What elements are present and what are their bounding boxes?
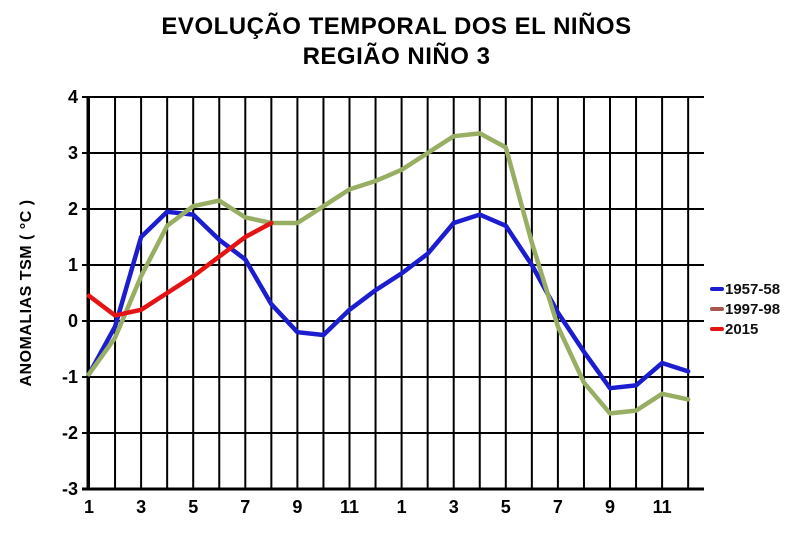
y-tick-label: -1	[62, 367, 78, 387]
chart-title-line2: REGIÃO NIÑO 3	[302, 43, 491, 70]
legend-label-2015: 2015	[725, 320, 759, 338]
x-tick-label: 1	[84, 497, 94, 517]
chart-title: EVOLUÇÃO TEMPORAL DOS EL NIÑOS REGIÃO NI…	[0, 12, 793, 72]
y-tick-label: -3	[62, 479, 78, 499]
x-tick-label: 11	[340, 497, 359, 517]
x-tick-label: 11	[653, 497, 672, 517]
x-tick-label: 5	[188, 497, 198, 517]
x-tick-label: 7	[240, 497, 250, 517]
x-tick-label: 9	[605, 497, 615, 517]
series-line-1997-98	[86, 131, 691, 416]
y-tick-label: 1	[68, 255, 78, 275]
y-tick-label: -2	[62, 423, 78, 443]
legend: 1957-58 1997-98 2015	[710, 279, 780, 339]
legend-item-1957-58: 1957-58	[710, 279, 780, 299]
chart-title-line1: EVOLUÇÃO TEMPORAL DOS EL NIÑOS	[161, 13, 632, 40]
x-tick-label: 5	[501, 497, 511, 517]
legend-label-1997-98: 1997-98	[725, 300, 781, 318]
y-tick-label: 3	[68, 143, 78, 163]
legend-label-1957-58: 1957-58	[725, 280, 781, 298]
legend-item-1997-98: 1997-98	[710, 299, 780, 319]
x-tick-label: 7	[553, 497, 563, 517]
legend-swatch-2015	[710, 327, 724, 331]
y-tick-label: 0	[68, 311, 78, 331]
legend-item-2015: 2015	[710, 319, 780, 339]
x-tick-label: 3	[136, 497, 146, 517]
legend-swatch-1997-98	[710, 307, 724, 311]
legend-swatch-1957-58	[710, 287, 724, 291]
series-line-1957-58	[86, 209, 691, 391]
y-tick-label: 4	[68, 87, 78, 107]
x-tick-label: 3	[449, 497, 459, 517]
series-line-2015	[86, 220, 274, 318]
x-tick-label: 1	[397, 497, 407, 517]
y-tick-label: 2	[68, 199, 78, 219]
x-tick-label: 9	[292, 497, 302, 517]
